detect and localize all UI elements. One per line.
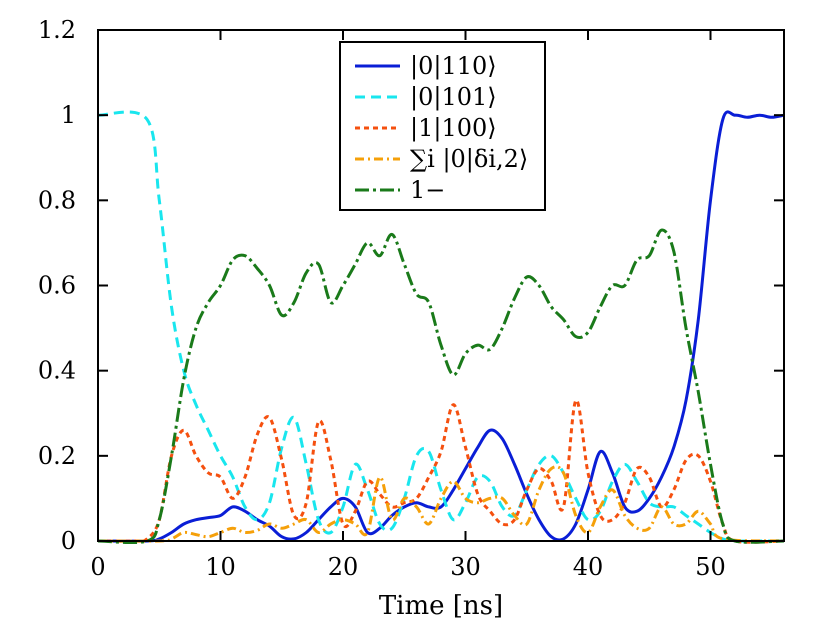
y-tick-label: 0.6 xyxy=(38,272,76,300)
legend-label-1: |0|110⟩ xyxy=(410,52,497,81)
tick-labels: 0 10 20 30 40 50 0 0.2 0.4 0.6 0.8 1 1.2 xyxy=(38,16,726,581)
y-tick-label: 0.2 xyxy=(38,442,76,470)
x-axis-label: Time [ns] xyxy=(379,591,503,621)
legend-label-2: |0|101⟩ xyxy=(410,83,497,112)
y-tick-label: 0.4 xyxy=(38,357,76,385)
y-tick-label: 0.8 xyxy=(38,186,76,214)
x-tick-label: 50 xyxy=(695,553,726,581)
y-tick-label: 1.2 xyxy=(38,16,76,44)
y-tick-label: 1 xyxy=(61,101,76,129)
x-tick-label: 0 xyxy=(90,553,105,581)
series-line-2 xyxy=(97,110,784,543)
series-line-3 xyxy=(97,398,785,544)
x-tick-label: 30 xyxy=(450,553,481,581)
series-line-5 xyxy=(97,228,785,545)
legend-label-5: 1− xyxy=(410,176,445,204)
x-tick-label: 10 xyxy=(205,553,236,581)
axis-ticks xyxy=(97,29,784,542)
series-line-4 xyxy=(97,465,785,543)
legend-label-4: ∑i |0|δi,2⟩ xyxy=(410,145,528,174)
legend: |0|110⟩|0|101⟩|1|100⟩∑i |0|δi,2⟩1− xyxy=(339,41,546,211)
x-tick-label: 20 xyxy=(328,553,359,581)
plot-lines xyxy=(97,110,785,545)
legend-box xyxy=(339,41,546,211)
legend-label-3: |1|100⟩ xyxy=(410,114,497,143)
series-line-1 xyxy=(97,110,785,543)
y-tick-label: 0 xyxy=(61,527,76,555)
x-tick-label: 40 xyxy=(573,553,604,581)
